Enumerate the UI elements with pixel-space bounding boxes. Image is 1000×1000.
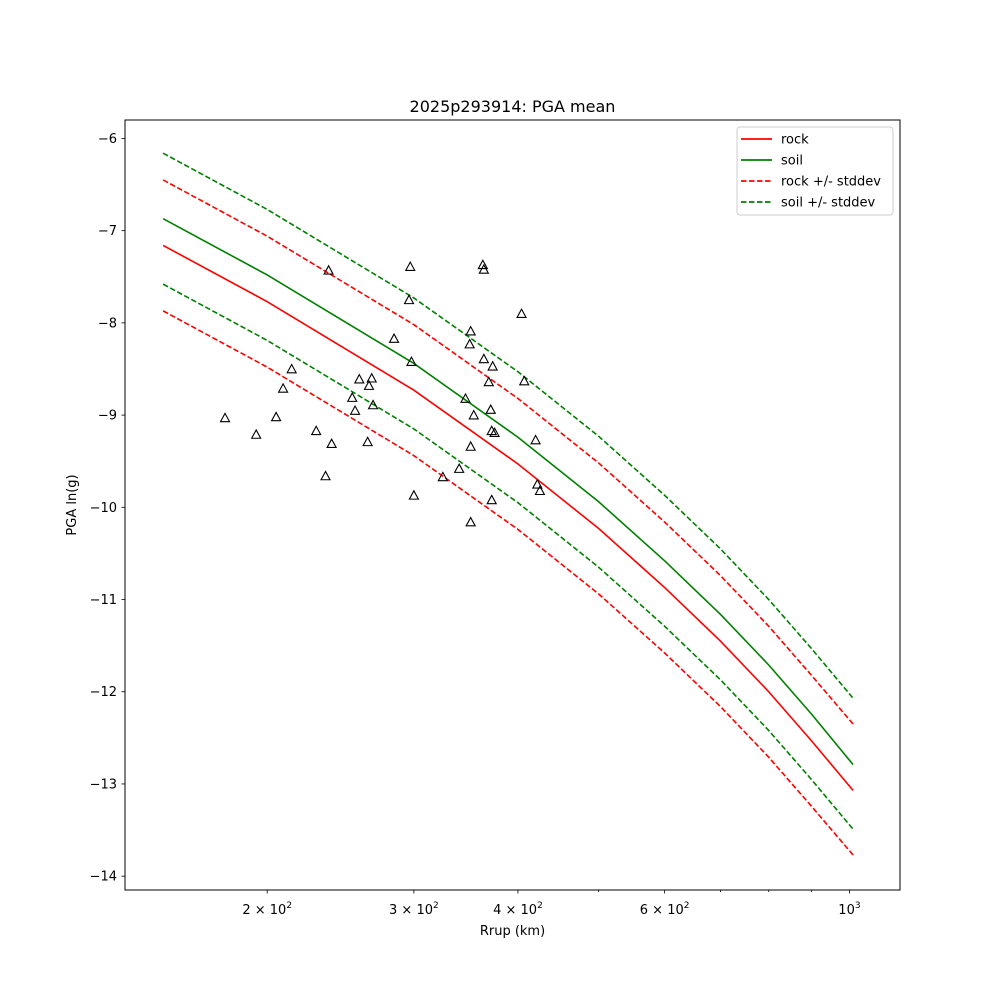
observation-point [485, 403, 497, 414]
legend-box [736, 126, 894, 216]
observation-point [478, 353, 490, 364]
observation-point [531, 478, 543, 489]
observation-point [460, 392, 471, 403]
y-tick-label: −14 [90, 870, 117, 885]
y-tick-label: −8 [98, 316, 117, 331]
plot-frame [124, 119, 901, 891]
observation-point [277, 382, 289, 393]
observation-point [465, 440, 477, 451]
x-tick-label: 2 × 102 [242, 901, 292, 918]
observation-point [464, 338, 476, 349]
observation-point [349, 404, 361, 415]
observation-point [404, 260, 416, 271]
observation-point [465, 516, 477, 527]
observation-point [363, 379, 375, 390]
x-tick-label: 3 × 102 [389, 901, 439, 918]
legend-label-rock: rock [781, 133, 809, 148]
chart-title: 2025p293914: PGA mean [410, 97, 616, 116]
y-tick-label: −6 [98, 132, 117, 147]
observation-point [403, 294, 415, 305]
observation-point [219, 412, 231, 423]
series-line-soil-stddev-lower-5 [162, 283, 854, 830]
x-axis: 2 × 102 3 × 102 4 × 102 6 × 102 103 [242, 890, 861, 918]
observation-point [478, 263, 490, 274]
y-tick-label: −10 [90, 501, 117, 516]
observation-point [530, 434, 542, 445]
y-tick-label: −13 [90, 777, 117, 792]
observation-point [518, 375, 530, 386]
observation-point [437, 471, 449, 482]
observation-point [310, 425, 322, 436]
y-axis: −6 −7 −8 −9 −10 −11 −12 −13 −14 [90, 132, 125, 885]
observation-point [286, 363, 298, 374]
observation-point [270, 411, 282, 422]
observation-point [367, 399, 379, 410]
observation-point [534, 485, 546, 496]
y-tick-label: −7 [98, 224, 117, 239]
observation-point [353, 373, 365, 384]
observation-point [487, 360, 499, 371]
y-tick-label: −9 [98, 409, 117, 424]
series-line-soil-1 [162, 217, 854, 766]
x-tick-label: 4 × 102 [493, 901, 543, 918]
y-tick-label: −11 [90, 593, 117, 608]
series-line-soil-stddev-4 [162, 152, 854, 699]
legend-label-soil: soil [781, 154, 803, 169]
x-tick-label: 6 × 102 [640, 901, 690, 918]
x-axis-label: Rrup (km) [480, 924, 545, 939]
series-line-rock-stddev-2 [162, 179, 854, 725]
observation-point [362, 436, 374, 447]
observation-point [453, 462, 465, 473]
observation-point [388, 332, 400, 343]
y-axis-label: PGA ln(g) [65, 474, 80, 535]
observation-point [468, 409, 480, 420]
series-line-rock-0 [162, 244, 854, 791]
y-tick-label: −12 [90, 685, 117, 700]
chart-curves [162, 152, 854, 856]
observation-point [516, 307, 527, 319]
observation-point [465, 325, 477, 336]
observation-point [486, 494, 498, 505]
observation-points [219, 259, 546, 527]
observation-point [366, 372, 378, 383]
observation-point [326, 438, 338, 449]
observation-point [477, 259, 489, 270]
legend: rock soil rock +/- stddev soil +/- stddev [736, 126, 894, 216]
legend-label-rock-stddev: rock +/- stddev [781, 175, 881, 190]
observation-point [408, 489, 420, 500]
observation-point [346, 391, 358, 402]
observation-point [406, 355, 417, 366]
observation-point [250, 428, 262, 439]
observation-point [320, 470, 331, 481]
legend-label-soil-stddev: soil +/- stddev [781, 196, 876, 211]
observation-point [483, 376, 495, 387]
observation-point [323, 264, 335, 275]
x-tick-label: 103 [838, 901, 860, 918]
observation-point [489, 426, 501, 437]
series-line-rock-stddev-lower-3 [162, 310, 854, 856]
